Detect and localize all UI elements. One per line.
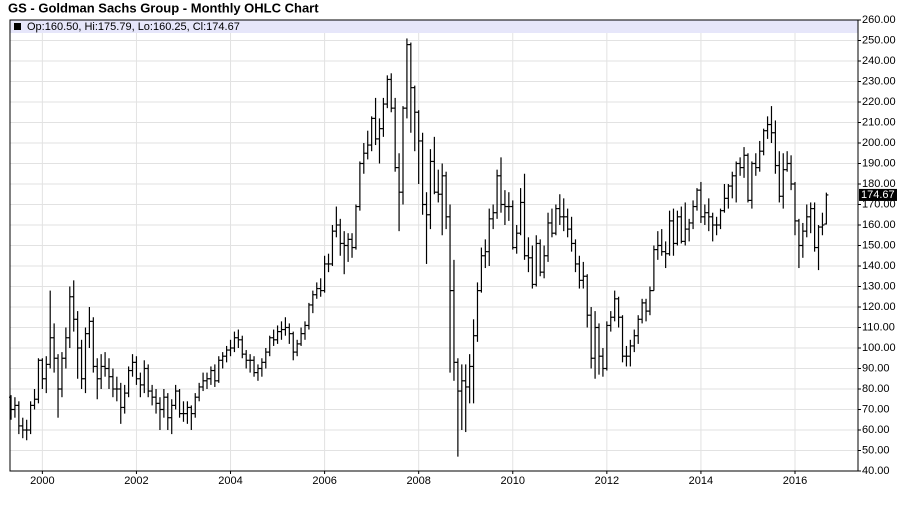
last-price-label: 174.67	[861, 189, 895, 201]
bars	[9, 38, 829, 457]
x-tick-label: 2016	[783, 475, 807, 487]
legend-text: Op:160.50, Hi:175.79, Lo:160.25, Cl:174.…	[27, 21, 240, 33]
y-tick-label: 180.00	[862, 178, 896, 190]
y-tick-label: 140.00	[862, 260, 896, 272]
y-tick-label: 130.00	[862, 280, 896, 292]
x-tick-label: 2006	[312, 475, 336, 487]
y-tick-label: 170.00	[862, 198, 896, 210]
y-tick-label: 240.00	[862, 55, 896, 67]
y-tick-label: 200.00	[862, 137, 896, 149]
x-tick-label: 2000	[30, 475, 54, 487]
y-tick-label: 70.00	[862, 403, 890, 415]
y-tick-label: 260.00	[862, 14, 896, 26]
y-tick-label: 40.00	[862, 465, 890, 477]
legend-swatch	[14, 23, 21, 30]
x-tick-label: 2002	[124, 475, 148, 487]
y-tick-label: 50.00	[862, 444, 890, 456]
y-tick-label: 210.00	[862, 116, 896, 128]
y-tick-label: 220.00	[862, 96, 896, 108]
x-tick-label: 2014	[689, 475, 713, 487]
y-tick-label: 120.00	[862, 301, 896, 313]
y-tick-label: 190.00	[862, 157, 896, 169]
chart-title: GS - Goldman Sachs Group - Monthly OHLC …	[8, 0, 319, 15]
x-tick-label: 2004	[218, 475, 242, 487]
x-tick-label: 2008	[406, 475, 430, 487]
y-tick-label: 150.00	[862, 239, 896, 251]
x-tick-label: 2012	[595, 475, 619, 487]
y-tick-label: 110.00	[862, 321, 895, 333]
legend-band	[10, 20, 858, 33]
last-price-tag	[859, 188, 897, 201]
y-tick-label: 90.00	[862, 362, 890, 374]
y-tick-label: 80.00	[862, 383, 890, 395]
x-tick-label: 2010	[501, 475, 525, 487]
y-tick-label: 60.00	[862, 424, 890, 436]
y-tick-label: 250.00	[862, 34, 896, 46]
y-tick-label: 230.00	[862, 75, 896, 87]
y-tick-label: 160.00	[862, 219, 896, 231]
y-tick-label: 100.00	[862, 342, 896, 354]
